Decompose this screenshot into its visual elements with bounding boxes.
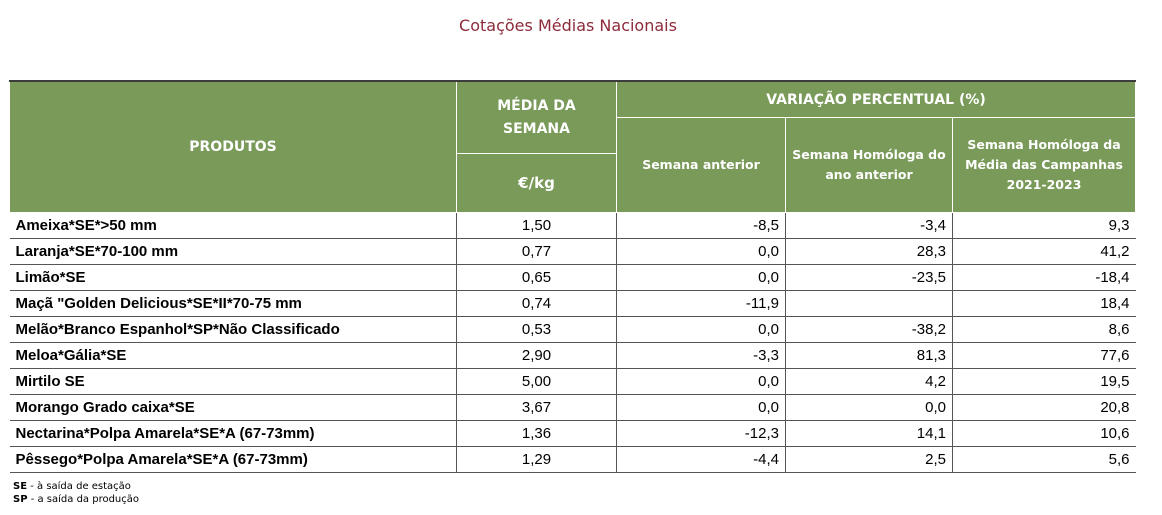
cell-semana-anterior: 0,0 bbox=[616, 368, 786, 395]
cell-produto: Limão*SE bbox=[9, 264, 457, 291]
cell-media: 3,67 bbox=[456, 394, 617, 421]
cell-semana-homologa: 0,0 bbox=[785, 394, 953, 421]
footnote-item: SE - à saída de estação bbox=[13, 480, 139, 493]
footnote-code: SE bbox=[13, 481, 28, 492]
cell-semana-homologa-media: 10,6 bbox=[952, 420, 1136, 447]
cell-produto: Laranja*SE*70-100 mm bbox=[9, 238, 457, 265]
footnote-item: SP - a saída da produção bbox=[13, 493, 139, 506]
cell-semana-homologa-media: -18,4 bbox=[952, 264, 1136, 291]
header-unit: €/kg bbox=[456, 153, 617, 213]
cell-semana-homologa-media: 19,5 bbox=[952, 368, 1136, 395]
cell-semana-anterior: 0,0 bbox=[616, 264, 786, 291]
cell-media: 1,36 bbox=[456, 420, 617, 447]
cell-media: 2,90 bbox=[456, 342, 617, 369]
cell-produto: Morango Grado caixa*SE bbox=[9, 394, 457, 421]
table-row: Meloa*Gália*SE 2,90 -3,3 81,3 77,6 bbox=[9, 342, 1136, 369]
cell-semana-homologa-media: 20,8 bbox=[952, 394, 1136, 421]
cell-media: 1,50 bbox=[456, 212, 617, 239]
table-row: Mirtilo SE 5,00 0,0 4,2 19,5 bbox=[9, 368, 1136, 395]
table-row: Morango Grado caixa*SE 3,67 0,0 0,0 20,8 bbox=[9, 394, 1136, 421]
cell-semana-homologa-media: 8,6 bbox=[952, 316, 1136, 343]
table-row: Laranja*SE*70-100 mm 0,77 0,0 28,3 41,2 bbox=[9, 238, 1136, 265]
cell-semana-anterior: -4,4 bbox=[616, 446, 786, 473]
cell-produto: Nectarina*Polpa Amarela*SE*A (67-73mm) bbox=[9, 420, 457, 447]
cell-semana-homologa: 2,5 bbox=[785, 446, 953, 473]
cell-semana-homologa-media: 77,6 bbox=[952, 342, 1136, 369]
cell-semana-homologa-media: 41,2 bbox=[952, 238, 1136, 265]
table-row: Pêssego*Polpa Amarela*SE*A (67-73mm) 1,29… bbox=[9, 446, 1136, 473]
cell-media: 0,65 bbox=[456, 264, 617, 291]
cell-produto: Ameixa*SE*>50 mm bbox=[9, 212, 457, 239]
cell-semana-homologa-media: 5,6 bbox=[952, 446, 1136, 473]
cell-media: 0,74 bbox=[456, 290, 617, 317]
cell-semana-homologa-media: 9,3 bbox=[952, 212, 1136, 239]
quotes-table: PRODUTOS MÉDIA DA SEMANA VARIAÇÃO PERCEN… bbox=[9, 80, 1137, 473]
cell-produto: Pêssego*Polpa Amarela*SE*A (67-73mm) bbox=[9, 446, 457, 473]
cell-semana-anterior: -12,3 bbox=[616, 420, 786, 447]
footnotes: SE - à saída de estação SP - a saída da … bbox=[13, 480, 139, 506]
cell-semana-homologa: -38,2 bbox=[785, 316, 953, 343]
cell-media: 0,77 bbox=[456, 238, 617, 265]
cell-produto: Mirtilo SE bbox=[9, 368, 457, 395]
header-semana-homologa-media: Semana Homóloga da Média das Campanhas 2… bbox=[951, 117, 1137, 213]
page-title: Cotações Médias Nacionais bbox=[459, 16, 677, 35]
header-produtos: PRODUTOS bbox=[9, 80, 457, 213]
table-row: Maçã "Golden Delicious*SE*II*70-75 mm 0,7… bbox=[9, 290, 1136, 317]
header-semana-homologa: Semana Homóloga do ano anterior bbox=[785, 117, 953, 213]
cell-produto: Meloa*Gália*SE bbox=[9, 342, 457, 369]
cell-media: 5,00 bbox=[456, 368, 617, 395]
cell-semana-anterior: -8,5 bbox=[616, 212, 786, 239]
footnote-text: - a saída da produção bbox=[27, 494, 140, 505]
cell-semana-homologa: -3,4 bbox=[785, 212, 953, 239]
cell-semana-homologa: 14,1 bbox=[785, 420, 953, 447]
cell-semana-homologa: 81,3 bbox=[785, 342, 953, 369]
cell-semana-anterior: 0,0 bbox=[616, 394, 786, 421]
cell-semana-homologa: 28,3 bbox=[785, 238, 953, 265]
header-variacao-percentual: VARIAÇÃO PERCENTUAL (%) bbox=[615, 80, 1137, 118]
table-body: Ameixa*SE*>50 mm 1,50 -8,5 -3,4 9,3 Laranja*S… bbox=[9, 212, 1136, 473]
header-semana-anterior: Semana anterior bbox=[616, 117, 786, 213]
footnote-text: - à saída de estação bbox=[27, 481, 131, 492]
header-media-semana: MÉDIA DA SEMANA bbox=[456, 80, 617, 154]
cell-semana-homologa-media: 18,4 bbox=[952, 290, 1136, 317]
cell-media: 1,29 bbox=[456, 446, 617, 473]
table-row: Ameixa*SE*>50 mm 1,50 -8,5 -3,4 9,3 bbox=[9, 212, 1136, 239]
cell-media: 0,53 bbox=[456, 316, 617, 343]
cell-semana-homologa bbox=[785, 290, 953, 317]
cell-produto: Maçã "Golden Delicious*SE*II*70-75 mm bbox=[9, 290, 457, 317]
cell-semana-anterior: -3,3 bbox=[616, 342, 786, 369]
cell-semana-anterior: 0,0 bbox=[616, 316, 786, 343]
table-row: Nectarina*Polpa Amarela*SE*A (67-73mm) 1,… bbox=[9, 420, 1136, 447]
cell-semana-anterior: 0,0 bbox=[616, 238, 786, 265]
cell-semana-anterior: -11,9 bbox=[616, 290, 786, 317]
cell-produto: Melão*Branco Espanhol*SP*Não Classificad… bbox=[9, 316, 457, 343]
footnote-code: SP bbox=[13, 494, 28, 505]
cell-semana-homologa: -23,5 bbox=[785, 264, 953, 291]
table-row: Melão*Branco Espanhol*SP*Não Classificad… bbox=[9, 316, 1136, 343]
cell-semana-homologa: 4,2 bbox=[785, 368, 953, 395]
table-row: Limão*SE 0,65 0,0 -23,5 -18,4 bbox=[9, 264, 1136, 291]
